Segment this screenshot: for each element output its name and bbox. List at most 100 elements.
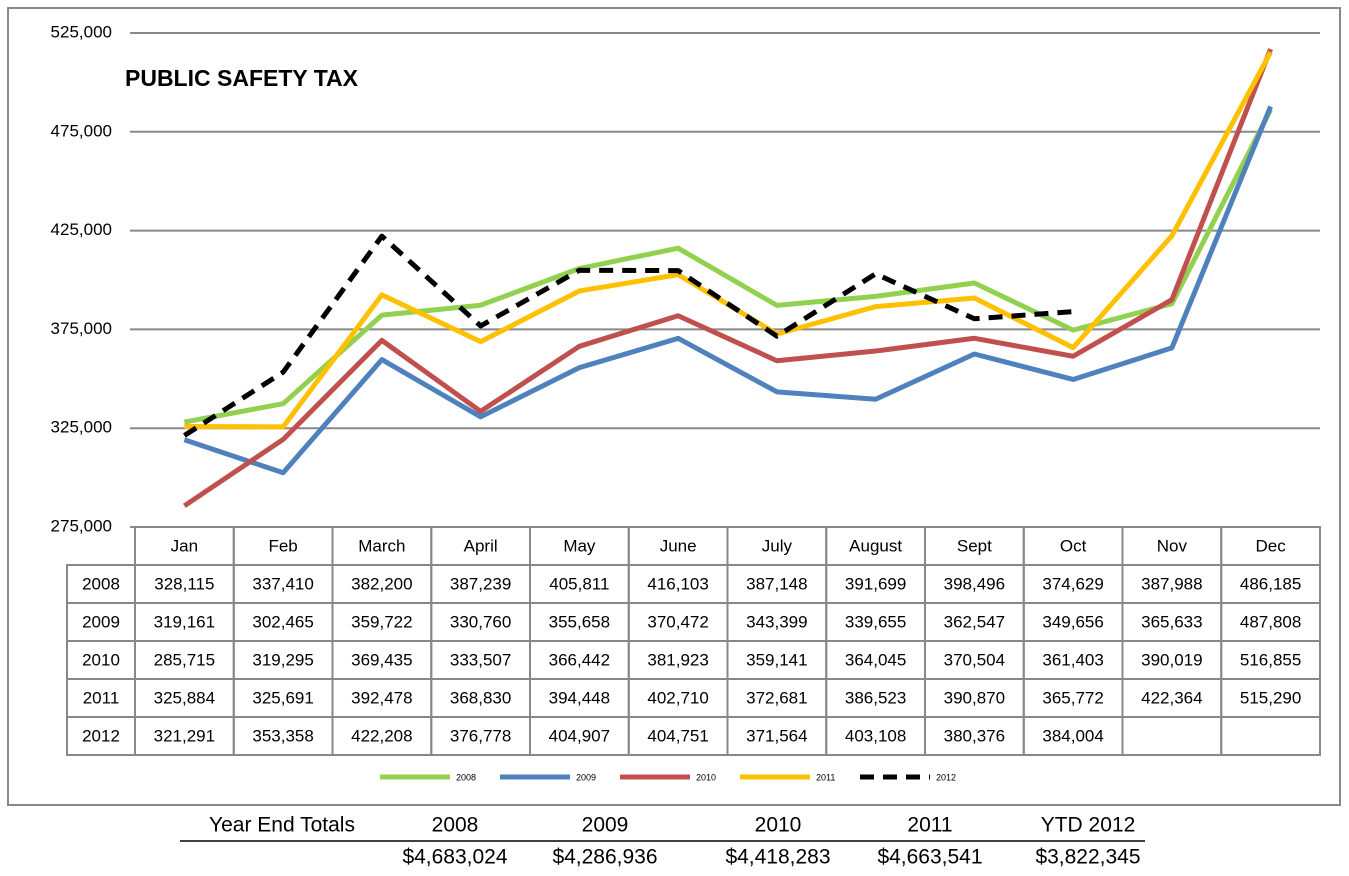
totals-column: YTD 2012 [1041,814,1136,837]
x-tick-label: March [358,536,405,555]
x-tick-label: Dec [1256,536,1287,555]
table-value: 416,103 [647,574,708,593]
table-value: 361,403 [1042,650,1103,669]
row-label: 2012 [82,726,120,745]
table-value: 422,208 [351,726,412,745]
x-tick-label: Oct [1060,536,1087,555]
row-label: 2009 [82,612,120,631]
legend-label: 2012 [936,772,956,782]
table-value: 328,115 [154,574,214,593]
row-label: 2010 [82,650,120,669]
table-value: 353,358 [252,726,313,745]
table-value: 343,399 [746,612,807,631]
table-value: 370,472 [647,612,708,631]
table-value: 302,465 [252,612,313,631]
chart-title: PUBLIC SAFETY TAX [125,65,359,91]
row-label: 2008 [82,574,120,593]
table-value: 402,710 [647,688,708,707]
table-value: 371,564 [746,726,807,745]
table-value: 319,295 [252,650,313,669]
table-value: 362,547 [944,612,1005,631]
table-value: 364,045 [845,650,906,669]
table-value: 366,442 [549,650,610,669]
y-tick-label: 425,000 [51,220,112,239]
table-value: 369,435 [351,650,412,669]
table-value: 404,907 [549,726,610,745]
y-tick-label: 525,000 [51,22,112,41]
table-value: 405,811 [549,574,609,593]
table-value: 382,200 [351,574,412,593]
table-value: 403,108 [845,726,906,745]
x-tick-label: April [464,536,498,555]
table-value: 515,290 [1240,688,1301,707]
x-tick-label: May [563,536,596,555]
table-value: 390,019 [1141,650,1202,669]
x-tick-label: Feb [268,536,297,555]
table-value: 387,148 [746,574,807,593]
table-value: 394,448 [549,688,610,707]
table-value: 392,478 [351,688,412,707]
totals-amount: $4,663,541 [877,846,982,869]
table-value: 359,722 [351,612,412,631]
table-value: 285,715 [154,650,215,669]
table-value: 370,504 [944,650,1005,669]
x-tick-label: Jan [171,536,198,555]
series-line [183,233,1074,438]
totals-amount: $4,683,024 [402,846,507,869]
table-value: 516,855 [1240,650,1301,669]
table-value: 380,376 [944,726,1005,745]
table-value: 325,884 [154,688,215,707]
series-line [183,105,1273,476]
table-value: 359,141 [746,650,807,669]
x-tick-label: Sept [957,536,992,555]
table-value: 319,161 [154,612,215,631]
totals-column: 2009 [582,814,629,837]
series-line [182,48,1273,508]
table-value: 355,658 [549,612,610,631]
totals-amount: $4,418,283 [725,846,830,869]
totals-column: 2011 [907,814,952,837]
x-tick-label: August [849,536,902,555]
y-tick-label: 275,000 [51,516,112,535]
table-value: 365,633 [1141,612,1202,631]
table-value: 487,808 [1240,612,1301,631]
table-value: 337,410 [252,574,313,593]
table-value: 486,185 [1240,574,1301,593]
legend-label: 2010 [696,772,716,782]
table-value: 391,699 [845,574,906,593]
y-tick-label: 325,000 [51,418,112,437]
table-value: 404,751 [647,726,708,745]
table-value: 368,830 [450,688,511,707]
totals-column: 2008 [432,814,479,837]
row-label: 2011 [83,688,120,707]
table-value: 372,681 [746,688,807,707]
x-tick-label: June [660,536,697,555]
table-value: 365,772 [1042,688,1103,707]
y-tick-label: 475,000 [51,121,112,140]
table-value: 374,629 [1042,574,1103,593]
x-tick-label: July [762,536,793,555]
table-value: 333,507 [450,650,511,669]
legend-label: 2011 [816,772,835,782]
legend-label: 2009 [576,772,596,782]
y-tick-label: 375,000 [51,319,112,338]
totals-amount: $4,286,936 [552,846,657,869]
table-value: 321,291 [154,726,215,745]
totals-label: Year End Totals [209,814,355,837]
table-value: 398,496 [944,574,1005,593]
table-value: 330,760 [450,612,511,631]
table-value: 381,923 [647,650,708,669]
table-value: 387,988 [1141,574,1202,593]
chart-frame [7,7,1341,806]
table-cell [1220,716,1321,756]
legend-label: 2008 [456,772,476,782]
table-value: 390,870 [944,688,1005,707]
totals-amount: $3,822,345 [1035,846,1140,869]
table-value: 422,364 [1141,688,1202,707]
table-value: 387,239 [450,574,511,593]
table-value: 325,691 [252,688,313,707]
x-tick-label: Nov [1157,536,1188,555]
table-value: 384,004 [1042,726,1103,745]
